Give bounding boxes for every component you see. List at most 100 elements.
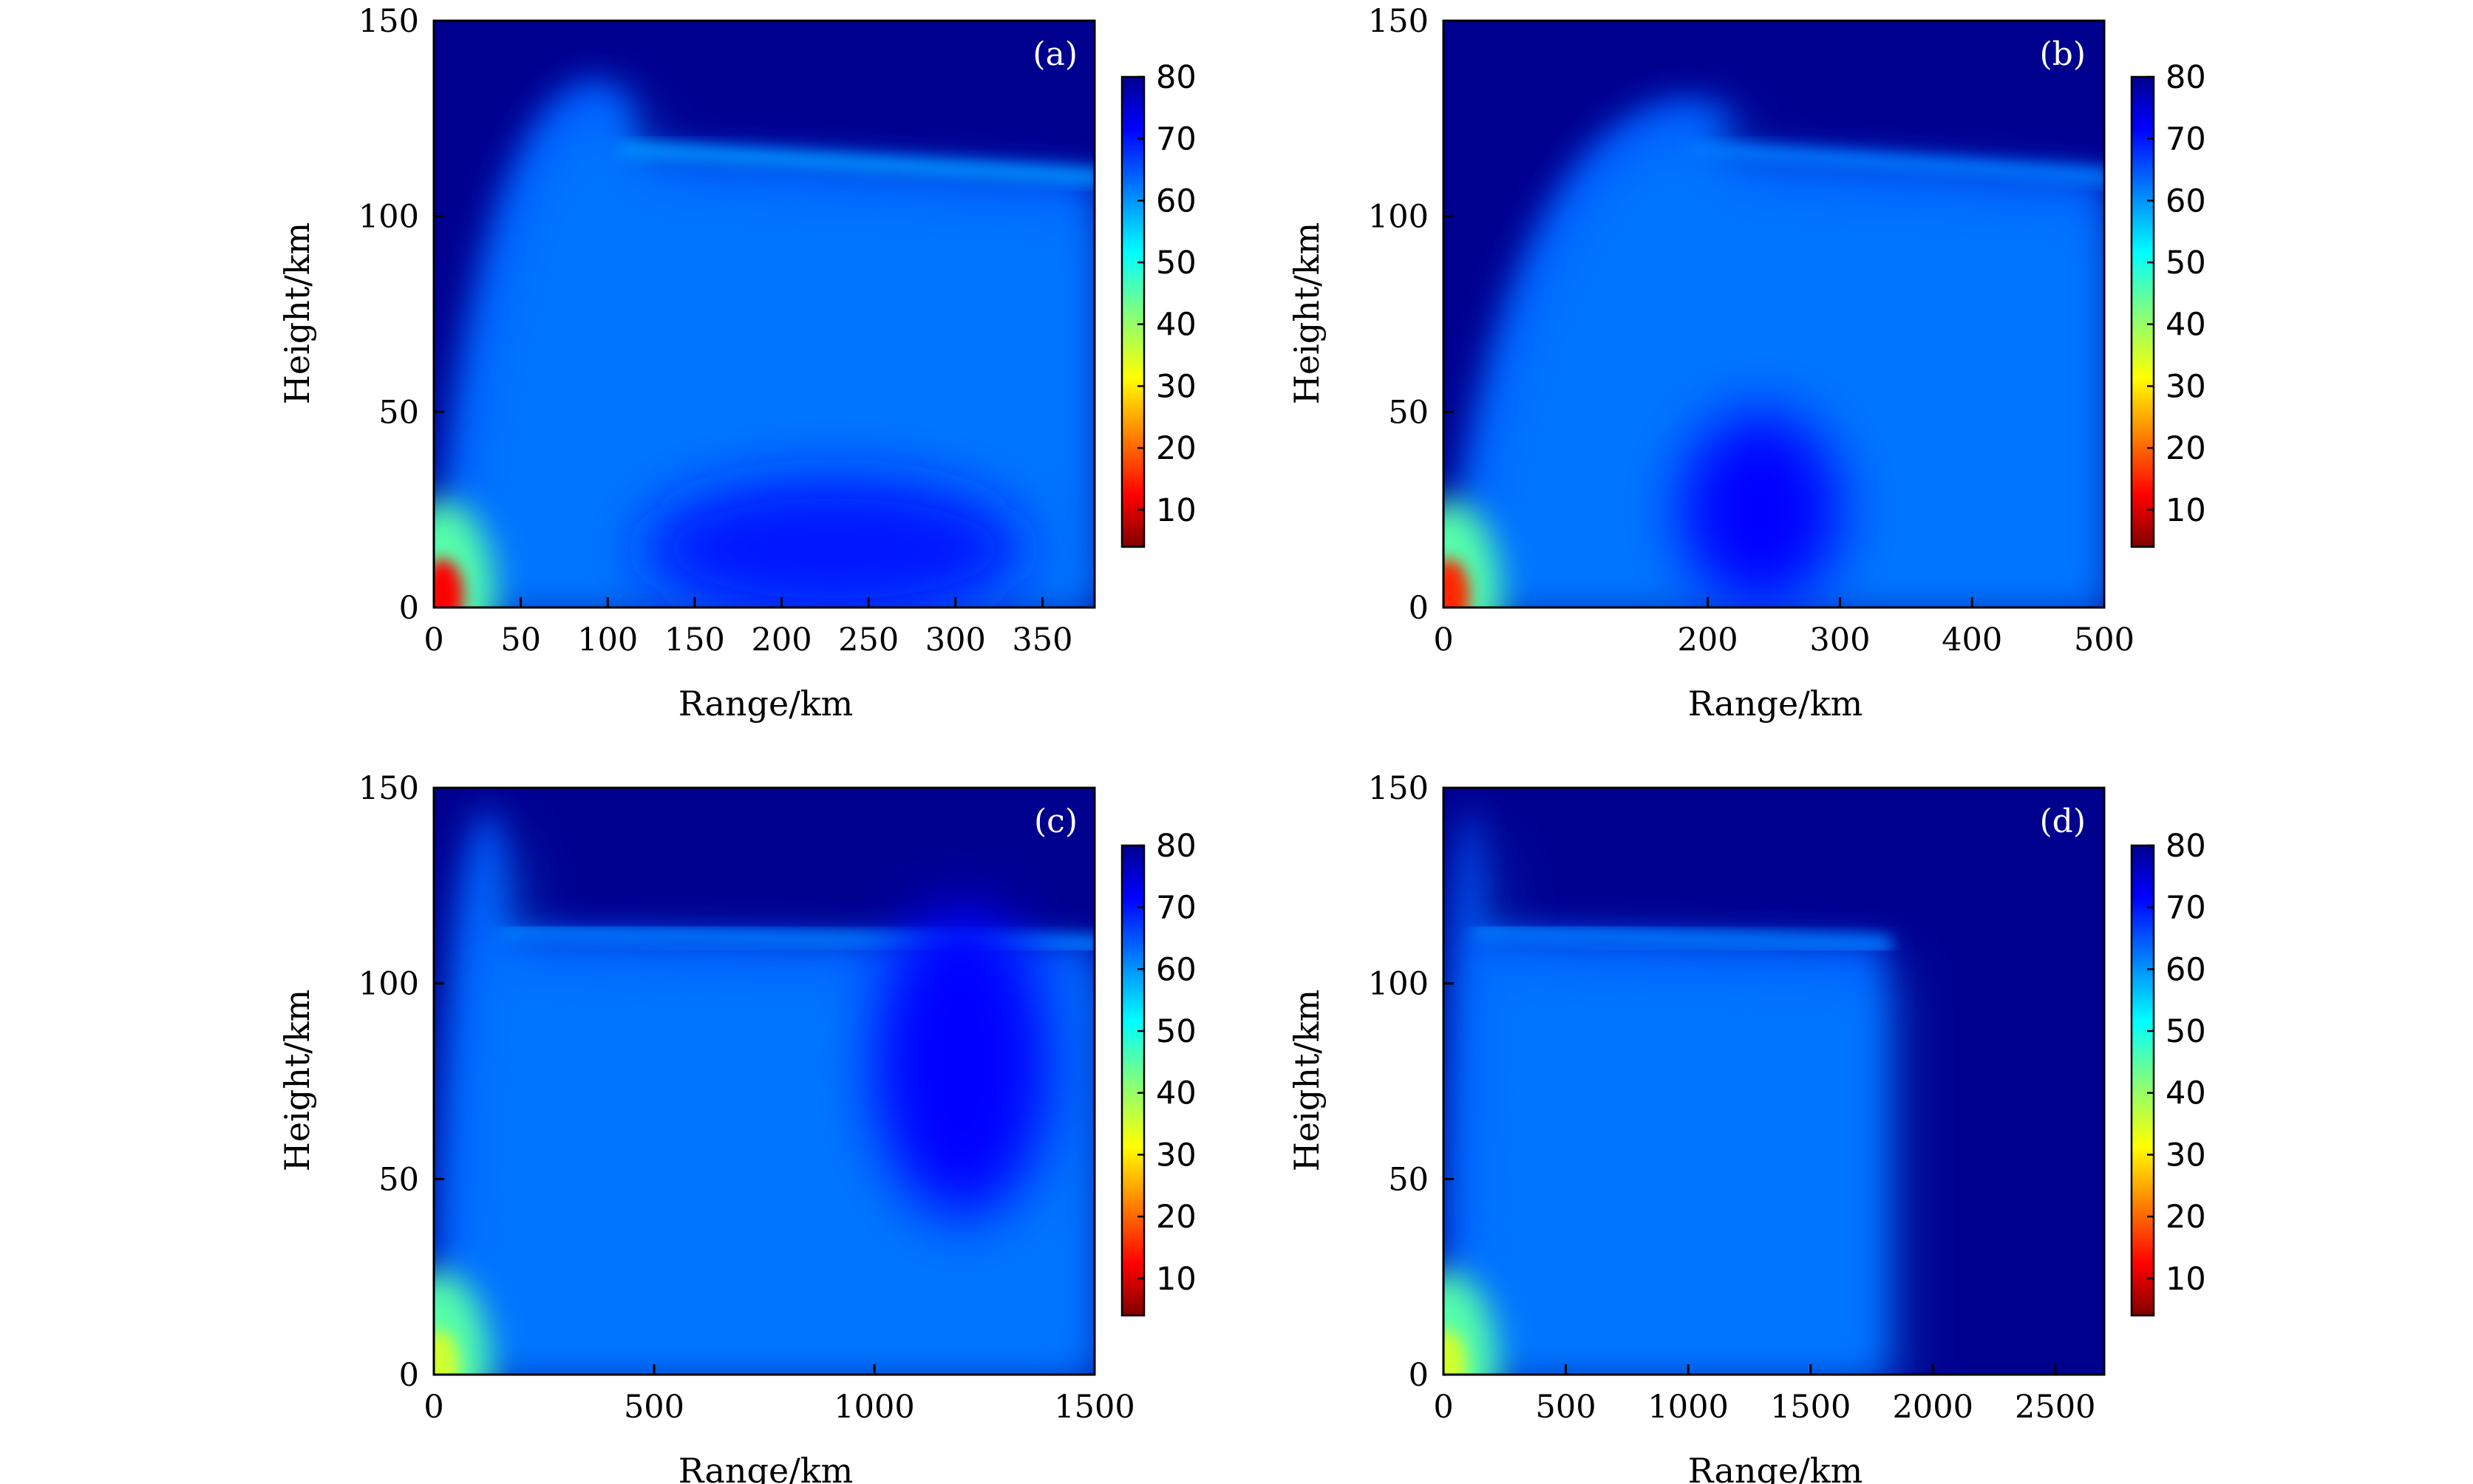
colorbar-tick-label: 40 [2166, 1075, 2206, 1112]
y-tick-label: 50 [378, 1161, 419, 1198]
x-tick-label: 400 [1942, 622, 2002, 658]
x-tick-label: 150 [664, 622, 725, 658]
source-core [434, 1330, 459, 1375]
colorbar: 10 20 30 40 50 60 70 80 [2130, 59, 2206, 548]
panel-b: 0 200 300 400 500 0 50 100 150 Range/km Height/… [1287, 3, 2206, 724]
duct-band [1472, 924, 1892, 953]
y-tick-label: 0 [1409, 1357, 1429, 1394]
x-tick-label: 1000 [1647, 1389, 1728, 1426]
colorbar-gradient [1120, 75, 1146, 548]
y-axis-title: Height/km [1287, 222, 1327, 405]
x-axis-title: Range/km [1688, 684, 1863, 724]
y-axis: 0 50 100 150 [358, 3, 444, 627]
x-axis: 0 500 1000 1500 [423, 1364, 1135, 1426]
colorbar-tick-label: 50 [1156, 1013, 1197, 1050]
x-tick-label: 1500 [1054, 1389, 1135, 1426]
panel-label: (c) [1034, 803, 1078, 840]
x-tick-label: 1500 [1770, 1389, 1851, 1426]
y-axis-title: Height/km [277, 990, 317, 1172]
y-tick-label: 100 [358, 199, 419, 236]
panel-label: (a) [1033, 35, 1078, 73]
y-tick-label: 0 [1409, 590, 1429, 627]
colorbar-tick-label: 80 [1156, 828, 1197, 865]
colorbar-tick-label: 70 [1156, 890, 1197, 927]
x-tick-label: 50 [500, 622, 541, 658]
colorbar-tick-label: 60 [2166, 951, 2206, 988]
duct-band [1686, 141, 2104, 186]
y-axis-title: Height/km [277, 222, 317, 405]
x-tick-label: 2000 [1893, 1389, 1973, 1426]
panel-a: 0 50 100 150 200 250 300 350 0 50 100 150 Range/km… [277, 3, 1197, 724]
y-tick-label: 100 [1368, 199, 1429, 236]
illuminated-core [449, 103, 1095, 607]
y-axis: 0 50 100 150 [358, 770, 444, 1394]
x-tick-label: 500 [2074, 622, 2134, 658]
colorbar-tick-label: 30 [1156, 1137, 1197, 1174]
x-axis: 0 200 300 400 500 [1433, 597, 2134, 658]
colorbar-tick-label: 20 [1156, 430, 1197, 467]
colorbar-tick-label: 50 [1156, 245, 1197, 282]
colorbar-tick-label: 70 [2166, 890, 2206, 927]
x-tick-label: 250 [838, 622, 899, 658]
shadow-zone [1681, 412, 1840, 607]
y-tick-label: 100 [1368, 966, 1429, 1003]
colorbar-tick-label: 80 [2166, 828, 2206, 865]
panel-label: (b) [2040, 35, 2086, 73]
shadow-zone [642, 478, 1025, 607]
x-tick-label: 100 [577, 622, 638, 658]
x-tick-label: 0 [423, 622, 443, 658]
heatmap-plot-area [1443, 788, 2104, 1375]
y-tick-label: 0 [399, 590, 419, 627]
heatmap-plot-area [434, 21, 1095, 607]
illuminated-core [1459, 122, 2104, 607]
plot-frame [1442, 19, 2106, 609]
heatmap-plot-area [1443, 21, 2104, 607]
y-axis: 0 50 100 150 [1368, 770, 1454, 1394]
x-tick-label: 200 [751, 622, 812, 658]
colorbar-tick-label: 70 [2166, 121, 2206, 158]
colorbar-tick-label: 10 [1156, 492, 1197, 529]
y-axis: 0 50 100 150 [1368, 3, 1454, 627]
x-axis-title: Range/km [678, 684, 853, 724]
y-tick-label: 50 [1388, 394, 1429, 431]
y-tick-label: 50 [378, 394, 419, 431]
x-tick-label: 200 [1678, 622, 1738, 658]
x-tick-label: 0 [1433, 1389, 1453, 1426]
y-tick-label: 150 [1368, 770, 1429, 807]
y-tick-label: 100 [358, 966, 419, 1003]
colorbar-tick-label: 20 [1156, 1199, 1197, 1236]
x-tick-label: 0 [423, 1389, 443, 1426]
colorbar-tick-label: 60 [2166, 183, 2206, 219]
illuminated-core [1457, 831, 1897, 1375]
y-axis-title: Height/km [1287, 990, 1327, 1172]
y-tick-label: 0 [399, 1357, 419, 1394]
colorbar-tick-label: 40 [2166, 307, 2206, 344]
heatmap-plot-area [434, 788, 1095, 1375]
colorbar-tick-label: 20 [2166, 1199, 2206, 1236]
x-axis: 0 500 1000 1500 2000 2500 [1433, 1364, 2095, 1426]
colorbar-tick-label: 80 [1156, 59, 1197, 96]
x-tick-label: 0 [1433, 622, 1453, 658]
source-core [434, 559, 463, 607]
y-tick-label: 150 [358, 770, 419, 807]
y-tick-label: 150 [1368, 3, 1429, 40]
x-axis: 0 50 100 150 200 250 300 350 [423, 597, 1072, 658]
x-tick-label: 300 [1809, 622, 1870, 658]
colorbar-tick-label: 40 [1156, 1075, 1197, 1112]
colorbar-tick-label: 70 [1156, 121, 1197, 158]
colorbar: 10 20 30 40 50 60 70 80 [2130, 828, 2206, 1317]
panel-label: (d) [2040, 803, 2086, 840]
colorbar-tick-label: 60 [1156, 951, 1197, 988]
colorbar-tick-label: 80 [2166, 59, 2206, 96]
x-tick-label: 2500 [2015, 1389, 2095, 1426]
colorbar-tick-label: 50 [2166, 245, 2206, 282]
colorbar: 10 20 30 40 50 60 70 80 [1120, 828, 1197, 1317]
colorbar-tick-label: 30 [2166, 1137, 2206, 1174]
colorbar-gradient [2130, 75, 2155, 548]
shadow-zone [874, 905, 1051, 1219]
colorbar-tick-label: 40 [1156, 307, 1197, 344]
x-tick-label: 1000 [834, 1389, 914, 1426]
y-tick-label: 50 [1388, 1161, 1429, 1198]
x-axis-title: Range/km [678, 1451, 853, 1484]
colorbar-gradient [2130, 844, 2155, 1317]
